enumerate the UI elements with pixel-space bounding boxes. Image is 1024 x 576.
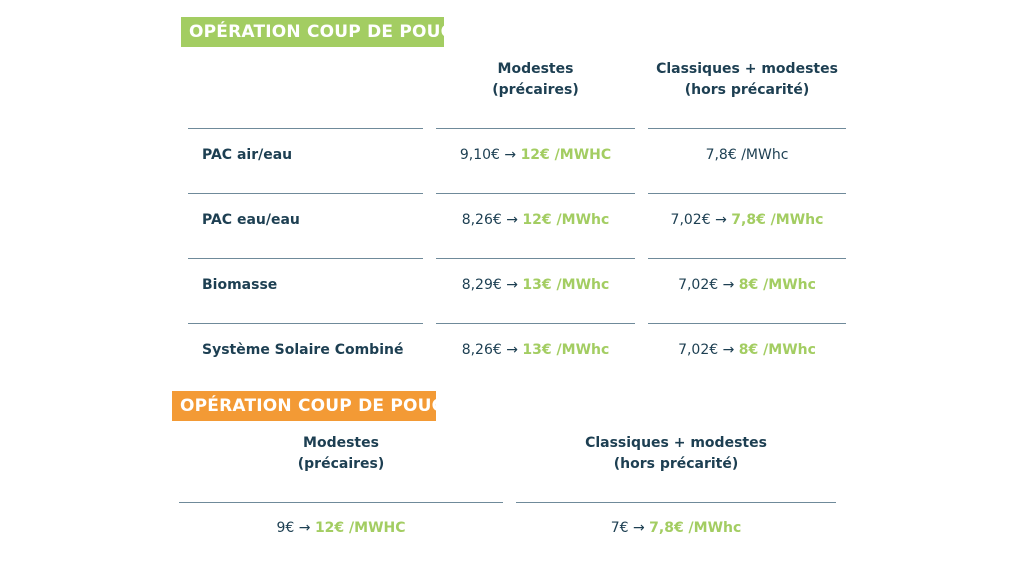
new-value: 12€ /MWHC [314, 520, 406, 536]
old-value: 9,10€ → [459, 147, 517, 163]
divider [648, 193, 846, 194]
header-line: (hors précarité) [613, 456, 739, 472]
header-line: (précaires) [492, 82, 579, 98]
column-header-modestes: Modestes (précaires) [179, 433, 503, 475]
header-line: (hors précarité) [684, 82, 810, 98]
divider [188, 258, 423, 259]
row-label: PAC eau/eau [202, 212, 300, 228]
header-line: (précaires) [297, 456, 385, 472]
divider [648, 128, 846, 129]
new-value: 13€ /MWhc [522, 342, 610, 358]
old-value: 8,29€ → [461, 277, 518, 293]
column-header-classiques: Classiques + modestes (hors précarité) [648, 59, 846, 101]
divider [516, 502, 836, 503]
new-value: 12€ /MWHC [520, 147, 612, 163]
old-value: 7,02€ → [670, 212, 727, 228]
divider [436, 323, 635, 324]
value-classiques: 7€ → 7,8€ /MWhc [516, 518, 836, 538]
divider [436, 193, 635, 194]
column-header-classiques: Classiques + modestes (hors précarité) [516, 433, 836, 475]
new-value: 12€ /MWhc [522, 212, 610, 228]
value-classiques: 7,8€ /MWhc [648, 145, 846, 165]
divider [188, 323, 423, 324]
divider [648, 258, 846, 259]
divider [188, 128, 423, 129]
section-badge-green: OPÉRATION COUP DE POUCE [181, 17, 465, 47]
value-modestes: 8,26€ → 13€ /MWhc [436, 340, 635, 360]
new-value: 13€ /MWhc [522, 277, 610, 293]
value-modestes: 8,29€ → 13€ /MWhc [436, 275, 635, 295]
divider [188, 193, 423, 194]
section-badge-orange: OPÉRATION COUP DE POUCE [172, 391, 456, 421]
old-value: 7€ → [610, 520, 645, 536]
new-value: 8€ /MWhc [738, 342, 816, 358]
value-modestes: 8,26€ → 12€ /MWhc [436, 210, 635, 230]
column-header-modestes: Modestes (précaires) [436, 59, 635, 101]
divider [436, 128, 635, 129]
value-modestes: 9,10€ → 12€ /MWHC [436, 145, 635, 165]
divider [179, 502, 503, 503]
value-classiques: 7,02€ → 8€ /MWhc [648, 340, 846, 360]
header-line: Modestes [497, 61, 574, 77]
value-classiques: 7,02€ → 8€ /MWhc [648, 275, 846, 295]
old-value: 7,8€ /MWhc [705, 147, 789, 163]
row-label: Biomasse [202, 277, 278, 293]
value-classiques: 7,02€ → 7,8€ /MWhc [648, 210, 846, 230]
row-label: Système Solaire Combiné [202, 342, 404, 358]
old-value: 7,02€ → [678, 277, 735, 293]
old-value: 7,02€ → [678, 342, 735, 358]
value-modestes: 9€ → 12€ /MWHC [179, 518, 503, 538]
new-value: 7,8€ /MWhc [731, 212, 824, 228]
header-line: Modestes [303, 435, 379, 451]
row-label: PAC air/eau [202, 147, 293, 163]
new-value: 7,8€ /MWhc [649, 520, 742, 536]
old-value: 9€ → [276, 520, 311, 536]
divider [648, 323, 846, 324]
header-line: Classiques + modestes [656, 61, 838, 77]
old-value: 8,26€ → [461, 342, 518, 358]
old-value: 8,26€ → [461, 212, 518, 228]
new-value: 8€ /MWhc [738, 277, 816, 293]
divider [436, 258, 635, 259]
header-line: Classiques + modestes [585, 435, 767, 451]
